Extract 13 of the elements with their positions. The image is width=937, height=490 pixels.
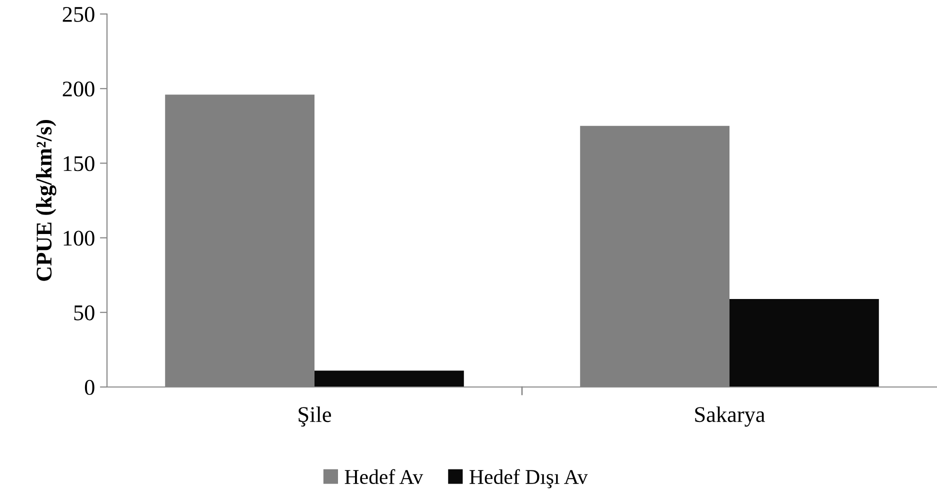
y-tick-label: 50: [74, 305, 94, 320]
y-tick-label: 150: [64, 156, 94, 172]
x-tick-label: Şile: [298, 406, 332, 427]
y-axis-title: CPUE (kg/km²/s): [36, 120, 56, 281]
legend-label: Hedef Dışı Av: [470, 469, 588, 488]
x-tick-label: Sakarya: [695, 406, 765, 427]
bar: [730, 298, 879, 387]
bar: [314, 370, 464, 387]
legend-label: Hedef Av: [344, 469, 424, 484]
y-tick-label: 250: [62, 6, 94, 22]
y-tick-label: 100: [64, 230, 94, 246]
y-tick-label: 200: [62, 82, 94, 97]
y-tick-label: 0: [84, 380, 94, 395]
